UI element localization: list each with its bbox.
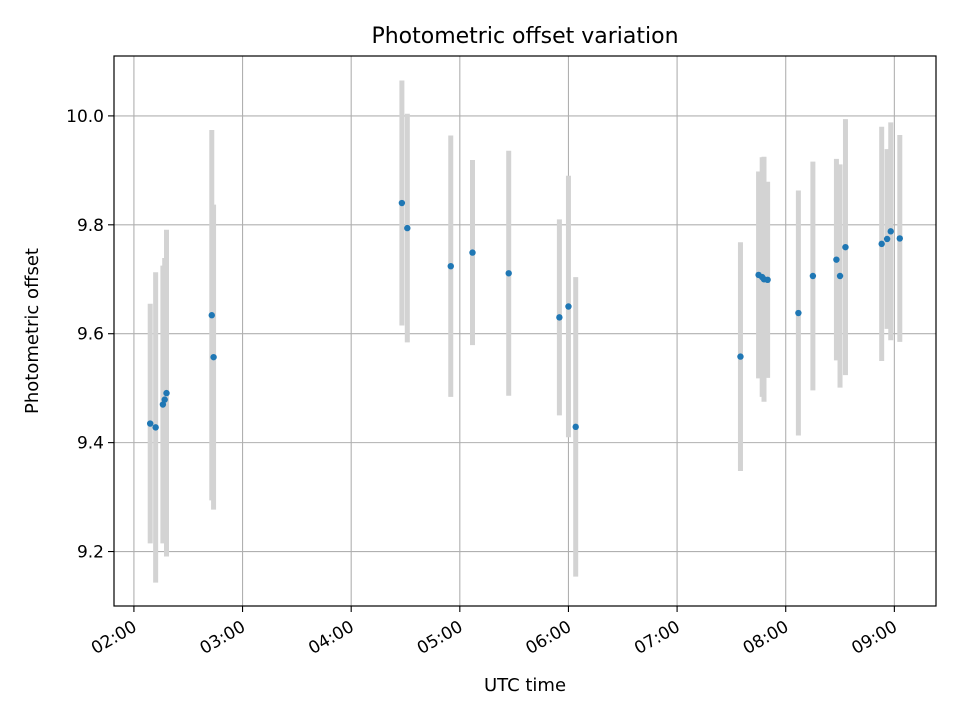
data-point xyxy=(447,262,454,270)
data-point xyxy=(556,314,563,321)
data-point xyxy=(152,424,159,431)
x-axis-label: UTC time xyxy=(484,675,566,696)
y-tick-label: 9.8 xyxy=(77,216,104,236)
data-point xyxy=(887,228,894,235)
y-tick-label: 9.4 xyxy=(77,434,104,454)
data-point xyxy=(883,235,891,243)
data-point xyxy=(878,240,885,248)
data-point xyxy=(836,272,844,280)
data-point xyxy=(896,235,903,242)
data-point xyxy=(208,312,215,319)
data-point xyxy=(795,309,802,317)
data-point xyxy=(210,353,217,361)
data-point xyxy=(572,423,579,431)
data-point xyxy=(565,303,572,310)
data-point xyxy=(163,389,170,397)
data-point xyxy=(737,353,744,360)
y-tick-label: 9.6 xyxy=(77,325,104,345)
y-tick-label: 9.2 xyxy=(77,543,104,563)
y-axis-label: Photometric offset xyxy=(22,248,43,414)
data-point xyxy=(398,199,406,207)
data-point xyxy=(469,249,476,256)
data-point xyxy=(404,224,411,232)
plot-frame xyxy=(113,55,937,607)
data-point xyxy=(505,270,512,277)
y-tick-label: 10.0 xyxy=(66,107,104,127)
data-point xyxy=(764,276,771,284)
data-point xyxy=(159,401,167,408)
y-axis: 9.2 9.4 9.6 9.8 10.0 xyxy=(66,107,114,563)
data-points xyxy=(147,199,903,431)
chart-title: Photometric offset variation xyxy=(371,24,678,49)
data-point xyxy=(809,272,817,280)
data-point xyxy=(147,420,154,427)
data-point xyxy=(833,256,840,263)
data-point xyxy=(161,396,168,403)
data-point xyxy=(842,243,849,251)
